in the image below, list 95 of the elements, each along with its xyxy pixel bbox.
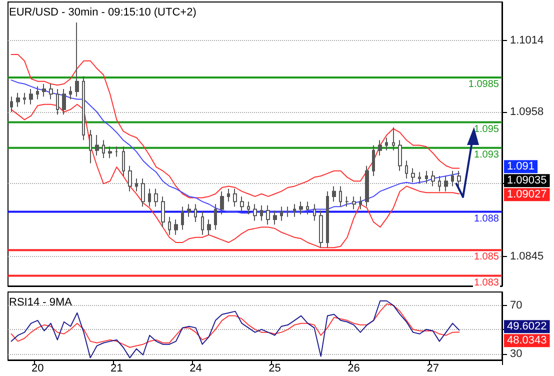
candlestick: [89, 129, 92, 164]
candlestick: [201, 211, 204, 236]
candlestick: [240, 196, 244, 212]
candlestick: [457, 170, 461, 187]
x-tick-label: 27: [426, 362, 439, 374]
text: 1.091: [507, 160, 535, 173]
candlestick: [372, 144, 375, 176]
ref-line-label: 1.095: [474, 124, 500, 135]
chart-title: EUR/USD - 30min - 09:15:10 (UTC+2): [9, 6, 196, 18]
text: 48.0343: [507, 334, 547, 347]
candlestick: [299, 201, 303, 215]
candlestick: [253, 204, 257, 222]
candlestick: [148, 188, 151, 208]
candlestick: [398, 140, 402, 172]
candlestick: [174, 218, 178, 236]
candlestick: [49, 83, 53, 100]
candlestick: [69, 86, 72, 100]
x-tick-label: 21: [110, 362, 123, 374]
ref-line-label: 1.085: [474, 252, 500, 263]
ref-line-label: 1.093: [474, 149, 500, 160]
candlestick: [233, 188, 237, 208]
candlestick: [135, 178, 138, 192]
ref-line-label: 1.0985: [468, 78, 500, 90]
x-tick-label: 25: [268, 362, 281, 374]
y-tick-label: 1.1014: [510, 34, 544, 46]
candlestick: [273, 210, 277, 226]
candlestick: [345, 196, 349, 208]
candlestick: [95, 134, 99, 156]
candlestick: [260, 204, 263, 222]
line-series: [10, 80, 460, 214]
candlestick: [293, 204, 296, 218]
x-tick-label: 26: [348, 362, 360, 374]
candlestick: [247, 201, 250, 215]
candlestick: [36, 86, 39, 100]
candlestick: [425, 170, 428, 184]
candlestick: [411, 168, 415, 183]
candlestick: [181, 206, 184, 230]
candlestick: [82, 76, 85, 141]
ref-line-label: 1.088: [474, 213, 500, 224]
text: 1.09035: [507, 174, 547, 187]
candlestick: [187, 204, 191, 218]
x-tick-label: 20: [32, 362, 44, 374]
candlestick: [359, 196, 362, 210]
candlestick: [122, 146, 125, 176]
candlestick: [56, 88, 59, 116]
y-tick-label: 30: [510, 348, 522, 360]
candlestick: [161, 196, 165, 228]
candlestick: [266, 204, 270, 226]
candlestick: [392, 126, 395, 151]
y-tick-label: 70: [510, 299, 522, 312]
candlestick: [313, 204, 316, 222]
candlestick: [405, 160, 408, 180]
candlestick: [42, 83, 46, 98]
candlestick: [108, 146, 112, 159]
candlestick: [194, 204, 197, 223]
candlestick: [10, 96, 13, 113]
x-tick-label: 24: [190, 362, 202, 374]
candlestick: [207, 218, 211, 236]
candlestick: [16, 92, 20, 108]
candlestick: [141, 178, 145, 208]
candlestick: [352, 196, 356, 210]
candlestick: [102, 140, 105, 159]
candlestick: [220, 190, 224, 215]
candlestick: [23, 92, 26, 105]
candlestick: [438, 175, 441, 192]
candlestick: [227, 188, 230, 202]
candlestick: [326, 190, 329, 248]
candlestick: [154, 188, 158, 208]
candlestick: [75, 22, 79, 98]
candlestick: [286, 206, 290, 218]
y-tick-label: 1.0845: [510, 250, 544, 263]
candlestick: [378, 140, 382, 156]
candlestick: [62, 88, 66, 116]
candlestick: [339, 186, 342, 208]
candlestick: [385, 137, 388, 151]
line-series: [10, 54, 460, 198]
candlestick: [29, 88, 33, 105]
candlestick: [128, 165, 132, 192]
ref-line-label: 1.083: [474, 277, 500, 288]
text: 49.6022: [507, 320, 547, 333]
candlestick: [418, 172, 421, 184]
candlestick: [115, 146, 118, 158]
candlestick: [431, 170, 435, 187]
chart-title: RSI14 - 9MA: [9, 296, 73, 308]
candlestick: [306, 201, 309, 215]
candlestick: [168, 216, 171, 236]
candlestick: [451, 170, 454, 187]
y-tick-label: 1.0958: [510, 106, 544, 118]
candlestick: [280, 206, 283, 222]
candlestick: [365, 165, 369, 208]
text: 1.09027: [507, 188, 547, 201]
candlestick: [319, 210, 323, 248]
candlestick: [444, 175, 448, 192]
candlestick: [214, 204, 217, 230]
candlestick: [332, 186, 336, 202]
